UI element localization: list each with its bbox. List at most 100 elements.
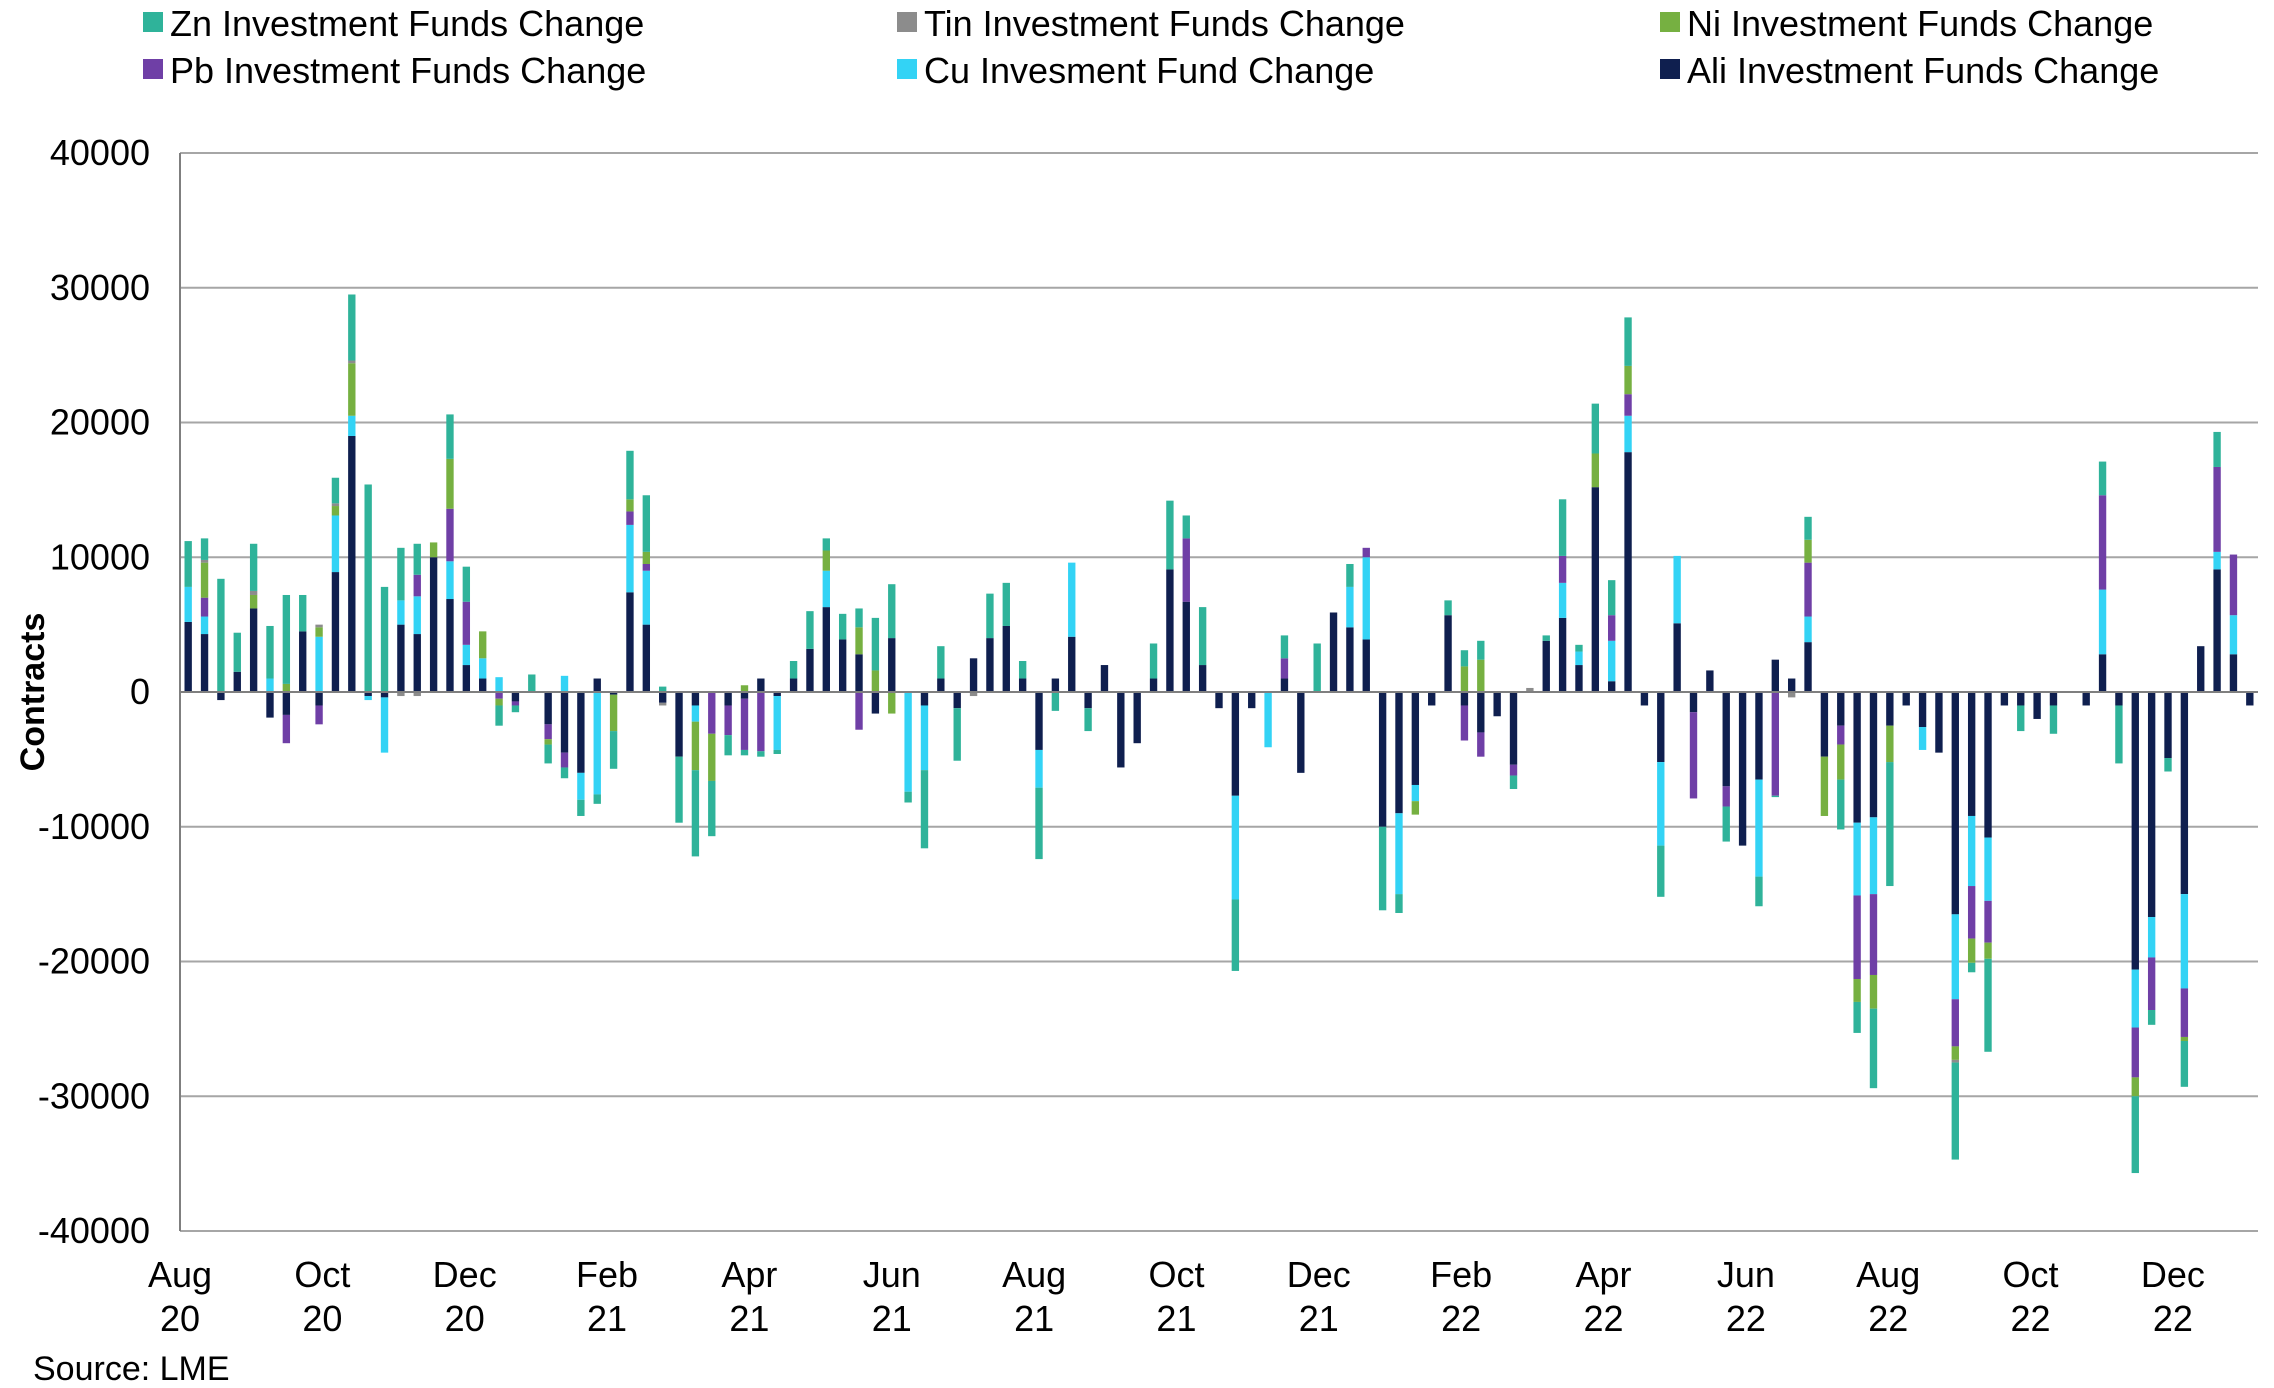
bar-ali	[413, 634, 421, 692]
bar-zn	[462, 566, 471, 602]
week-stack	[511, 692, 520, 713]
bar-ali	[1444, 615, 1452, 692]
bar-cu	[1869, 817, 1878, 895]
bar-cu	[1068, 562, 1076, 637]
y-tick-label: -20000	[38, 941, 150, 982]
bar-ali	[1149, 678, 1158, 692]
bar-ali	[2180, 692, 2189, 895]
bar-cu	[1264, 692, 1272, 748]
bar-ali	[1166, 569, 1174, 692]
x-tick-year: 22	[1868, 1298, 1908, 1339]
bar-ali	[871, 692, 880, 714]
week-stack	[937, 646, 945, 692]
week-stack	[1935, 692, 1943, 753]
week-stack	[397, 547, 405, 697]
bar-pb	[1837, 725, 1845, 745]
bar-ali	[348, 435, 356, 692]
week-stack	[315, 624, 323, 725]
bar-pb	[1984, 900, 1992, 943]
week-stack	[2082, 692, 2090, 706]
bar-ali	[1100, 665, 1109, 692]
bar-ali	[920, 692, 929, 706]
bar-pb	[2147, 957, 2156, 1011]
bar-cu	[1346, 586, 1354, 628]
bar-ali	[217, 692, 225, 701]
bar-tin	[413, 692, 421, 697]
week-stack	[1984, 692, 1992, 1052]
bar-zn	[1460, 650, 1469, 667]
y-tick-label: 30000	[50, 267, 150, 308]
bar-zn	[675, 756, 683, 823]
bar-ni	[1460, 666, 1469, 692]
bar-zn	[1722, 806, 1730, 842]
bar-cu	[773, 696, 781, 750]
week-stack	[249, 543, 258, 692]
bar-zn	[1378, 826, 1387, 911]
bar-zn	[249, 543, 258, 591]
bar-pb	[1771, 692, 1779, 796]
week-stack	[789, 661, 798, 692]
legend-item: Zn Investment Funds Change	[143, 3, 644, 44]
bar-ali	[855, 654, 863, 692]
legend-item: Ni Investment Funds Change	[1660, 3, 2153, 44]
week-stack	[2213, 431, 2221, 692]
bar-pb	[462, 601, 471, 645]
bar-ali	[1231, 692, 1240, 796]
legend: Zn Investment Funds Change Tin Investment…	[143, 3, 2159, 91]
bar-cu	[1951, 914, 1959, 1000]
bar-ali	[1706, 670, 1714, 692]
week-stack	[462, 566, 471, 692]
bar-zn	[773, 749, 781, 754]
x-tick-year: 21	[587, 1298, 627, 1339]
bar-pb	[315, 705, 323, 725]
week-stack	[2164, 692, 2172, 772]
week-stack	[1329, 612, 1338, 692]
week-stack	[1787, 678, 1796, 698]
bar-ali	[1084, 692, 1092, 709]
bar-ali	[1869, 692, 1878, 818]
week-stack	[642, 495, 651, 692]
bar-zn	[2180, 1041, 2189, 1087]
bar-cu	[577, 772, 585, 800]
x-tick-month: Oct	[2003, 1254, 2059, 1295]
week-stack	[1313, 643, 1321, 692]
week-stack	[1886, 692, 1894, 887]
bar-zn	[609, 731, 618, 769]
bar-ali	[953, 692, 961, 709]
bar-zn	[1166, 500, 1174, 570]
bar-cu	[1558, 582, 1567, 618]
bar-zn	[544, 744, 552, 764]
bar-cu	[642, 570, 651, 625]
bar-zn	[2131, 1096, 2139, 1174]
legend-item: Pb Investment Funds Change	[143, 50, 646, 91]
week-stack	[1951, 692, 1959, 1160]
bar-pb	[642, 563, 651, 571]
bar-ali	[1248, 692, 1256, 709]
legend-swatch	[1660, 59, 1680, 79]
bar-zn	[217, 578, 225, 692]
bar-zn	[806, 611, 814, 649]
bar-pb	[2098, 495, 2107, 590]
week-stack	[413, 543, 421, 697]
bar-zn	[413, 543, 421, 575]
week-stack	[446, 414, 454, 692]
bar-zn	[1984, 958, 1992, 1052]
bar-ali	[2049, 692, 2058, 706]
week-stack	[1869, 692, 1878, 1089]
bar-ali	[838, 639, 847, 692]
bar-cu	[446, 561, 454, 600]
bar-ali	[2229, 654, 2238, 692]
week-stack	[1902, 692, 1910, 706]
week-stack	[1133, 692, 1141, 744]
bar-ali	[2246, 692, 2254, 706]
bar-ni	[1886, 725, 1894, 763]
week-stack	[1035, 692, 1043, 860]
bar-ni	[348, 363, 356, 416]
bar-pb	[1624, 394, 1632, 416]
bar-zn	[266, 625, 274, 679]
bar-cu	[1395, 813, 1403, 895]
week-stack	[1477, 640, 1485, 757]
bar-pb	[282, 714, 291, 744]
week-stack	[1182, 515, 1190, 692]
bar-pb	[2131, 1027, 2139, 1078]
